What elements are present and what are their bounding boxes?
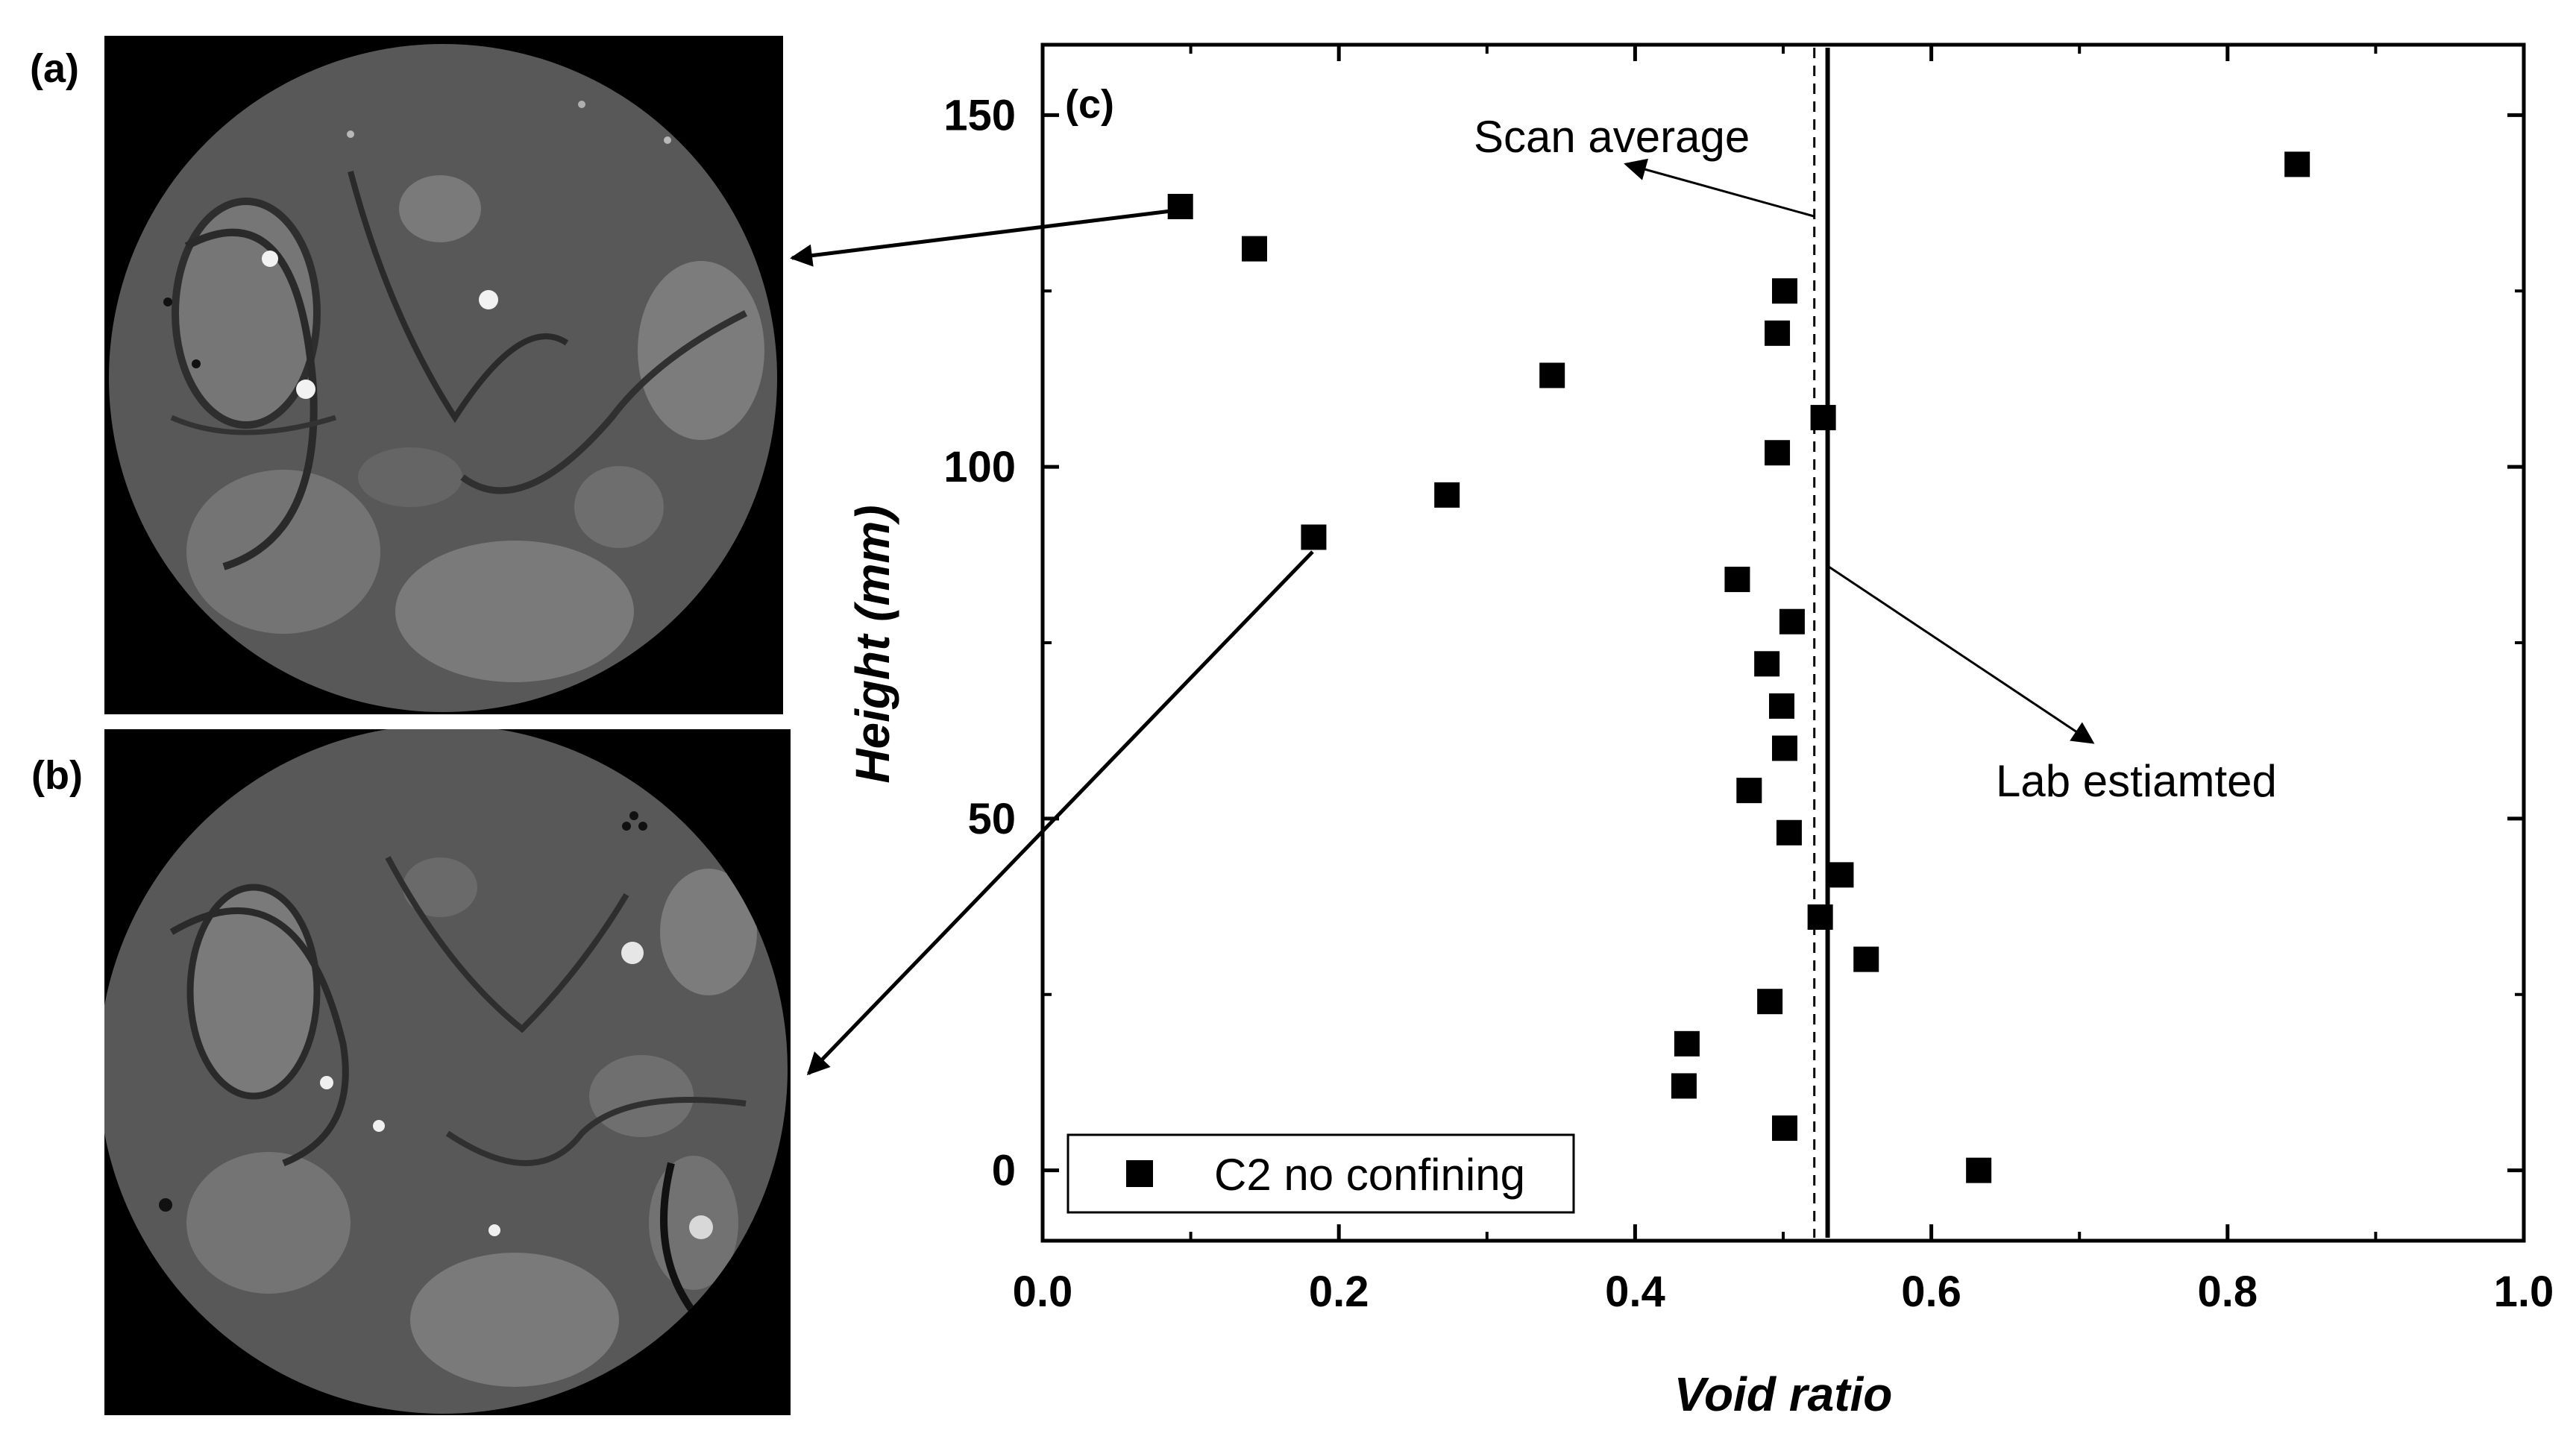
data-point <box>1771 1115 1797 1142</box>
x-tick-label: 0.8 <box>2197 1268 2258 1316</box>
lab-estimated-pointer <box>1828 565 2095 744</box>
panel-label-a: (a) <box>30 46 79 91</box>
data-point <box>1434 482 1460 508</box>
ct-image-a <box>104 36 783 714</box>
y-tick-label: 0 <box>992 1147 1016 1195</box>
data-point <box>1757 989 1783 1015</box>
y-axis: 0 50 100 150 <box>943 91 2524 1195</box>
data-point <box>1807 904 1833 930</box>
x-axis: 0.0 0.2 0.4 0.6 0.8 1.0 <box>1013 45 2554 1316</box>
data-point <box>1779 608 1805 635</box>
legend-marker <box>1126 1160 1153 1187</box>
data-series-c2 <box>1167 151 2310 1183</box>
panel-label-c: (c) <box>1065 82 1114 127</box>
data-point <box>1736 778 1762 804</box>
data-point <box>1776 819 1802 846</box>
legend-label: C2 no confining <box>1214 1150 1525 1200</box>
panel-label-b: (b) <box>31 753 83 798</box>
scan-average-annotation: Scan average <box>1474 112 1750 162</box>
scan-average-pointer <box>1624 158 1815 218</box>
data-point <box>1674 1030 1700 1057</box>
legend: C2 no confining <box>1066 1133 1575 1214</box>
data-point <box>1771 735 1797 761</box>
data-point <box>1966 1157 1992 1183</box>
data-point <box>1241 236 1267 262</box>
x-axis-label: Void ratio <box>1674 1367 1893 1421</box>
y-tick-label: 150 <box>943 91 1016 139</box>
x-tick-label: 0.2 <box>1309 1268 1369 1316</box>
data-point <box>1539 362 1565 388</box>
y-tick-label: 100 <box>943 443 1016 491</box>
y-axis-label: Height (mm) <box>846 505 899 783</box>
x-tick-label: 0.0 <box>1013 1268 1073 1316</box>
data-point <box>1765 320 1791 346</box>
x-tick-label: 1.0 <box>2494 1268 2554 1316</box>
x-tick-label: 0.4 <box>1605 1268 1665 1316</box>
data-point <box>1810 405 1836 431</box>
data-point <box>1301 524 1327 550</box>
data-point <box>1167 194 1193 220</box>
data-point <box>1769 693 1795 719</box>
data-point <box>1853 946 1879 972</box>
data-point <box>1724 567 1750 593</box>
data-point <box>1671 1073 1697 1099</box>
data-point <box>1754 651 1780 677</box>
plot-frame <box>1040 43 2526 1243</box>
data-point <box>2284 151 2310 177</box>
connector-arrow-a <box>790 208 1178 267</box>
data-point <box>1828 862 1854 888</box>
connector-arrow-b <box>806 550 1314 1076</box>
y-tick-label: 50 <box>967 795 1016 843</box>
x-tick-label: 0.6 <box>1901 1268 1961 1316</box>
data-point <box>1771 278 1797 304</box>
lab-estimated-annotation: Lab estiamted <box>1996 756 2277 806</box>
ct-image-b <box>104 729 791 1415</box>
data-point <box>1765 440 1791 466</box>
